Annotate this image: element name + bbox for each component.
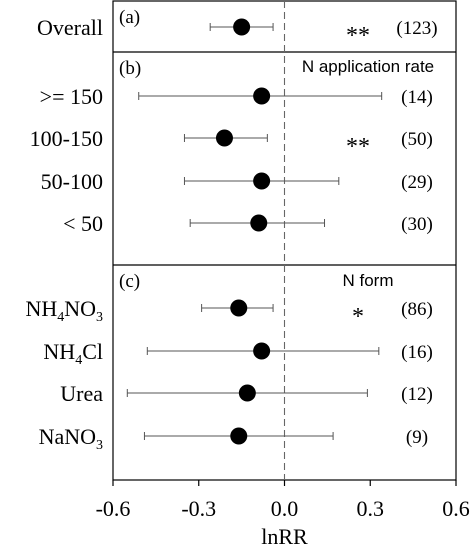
panel-a: (a) Overall ** (123) bbox=[37, 7, 438, 49]
sample-count: (30) bbox=[401, 214, 433, 235]
sample-count: (16) bbox=[401, 342, 433, 363]
effect-point bbox=[215, 129, 233, 147]
row-label: NH4NO3 bbox=[25, 296, 103, 325]
sample-count: (50) bbox=[401, 129, 433, 150]
row-label: 100-150 bbox=[30, 126, 103, 151]
x-tick-label: -0.6 bbox=[96, 496, 131, 521]
label-subscript: 4 bbox=[75, 353, 82, 368]
x-tick-label: 0.6 bbox=[442, 496, 470, 521]
row-label: NaNO3 bbox=[39, 424, 103, 453]
forest-row: NH4Cl (16) bbox=[43, 339, 432, 368]
label-subscript: 4 bbox=[57, 310, 64, 325]
effect-point bbox=[253, 87, 271, 105]
sample-count: (14) bbox=[401, 87, 433, 108]
row-label: Urea bbox=[60, 381, 103, 406]
panel-b: (b) N application rate >= 150 (14) 100-150 **… bbox=[30, 57, 434, 236]
forest-row: 100-150 ** (50) bbox=[30, 126, 433, 160]
sample-count: (12) bbox=[401, 384, 433, 405]
effect-point bbox=[233, 18, 251, 36]
effect-point bbox=[230, 427, 248, 445]
effect-point bbox=[238, 384, 256, 402]
sample-count: (86) bbox=[401, 299, 433, 320]
panel-tag: (a) bbox=[119, 7, 140, 28]
panel-title: N form bbox=[343, 271, 394, 290]
row-label: < 50 bbox=[63, 211, 103, 236]
forest-row: < 50 (30) bbox=[63, 211, 433, 236]
sample-count: (29) bbox=[401, 172, 433, 193]
effect-point bbox=[253, 342, 271, 360]
row-label: 50-100 bbox=[41, 169, 103, 194]
label-subscript: 3 bbox=[96, 438, 103, 453]
panels: (a) Overall ** (123) (b) N application rate >=… bbox=[25, 7, 437, 453]
label-part: NaNO bbox=[39, 424, 96, 449]
sample-count: (123) bbox=[396, 18, 437, 39]
effect-point bbox=[230, 299, 248, 317]
panel-title: N application rate bbox=[302, 57, 434, 76]
forest-row: 50-100 (29) bbox=[41, 169, 433, 194]
x-tick-label: 0.3 bbox=[357, 496, 385, 521]
forest-row: >= 150 (14) bbox=[40, 84, 433, 109]
x-axis-label: lnRR bbox=[261, 524, 308, 549]
forest-row: NaNO3 (9) bbox=[39, 424, 429, 453]
label-part: NH bbox=[43, 339, 75, 364]
x-tick-label: -0.3 bbox=[181, 496, 216, 521]
significance-mark: * bbox=[352, 304, 364, 330]
panel-tag: (c) bbox=[119, 271, 140, 292]
label-part: NH bbox=[25, 296, 57, 321]
label-part: NO bbox=[64, 296, 96, 321]
x-axis: -0.6 -0.3 0.0 0.3 0.6 lnRR bbox=[96, 480, 470, 549]
significance-mark: ** bbox=[346, 23, 370, 49]
forest-row: Urea (12) bbox=[60, 381, 433, 406]
significance-mark: ** bbox=[346, 134, 370, 160]
effect-point bbox=[253, 172, 271, 190]
row-label: NH4Cl bbox=[43, 339, 103, 368]
label-part: Cl bbox=[82, 339, 103, 364]
forest-row: Overall ** (123) bbox=[37, 15, 438, 49]
panel-tag: (b) bbox=[119, 58, 141, 79]
x-tick-label: 0.0 bbox=[271, 496, 299, 521]
row-label: >= 150 bbox=[40, 84, 103, 109]
effect-point bbox=[250, 214, 268, 232]
sample-count: (9) bbox=[406, 427, 428, 448]
label-subscript: 3 bbox=[96, 310, 103, 325]
row-label: Overall bbox=[37, 15, 103, 40]
forest-row: NH4NO3 * (86) bbox=[25, 296, 432, 330]
